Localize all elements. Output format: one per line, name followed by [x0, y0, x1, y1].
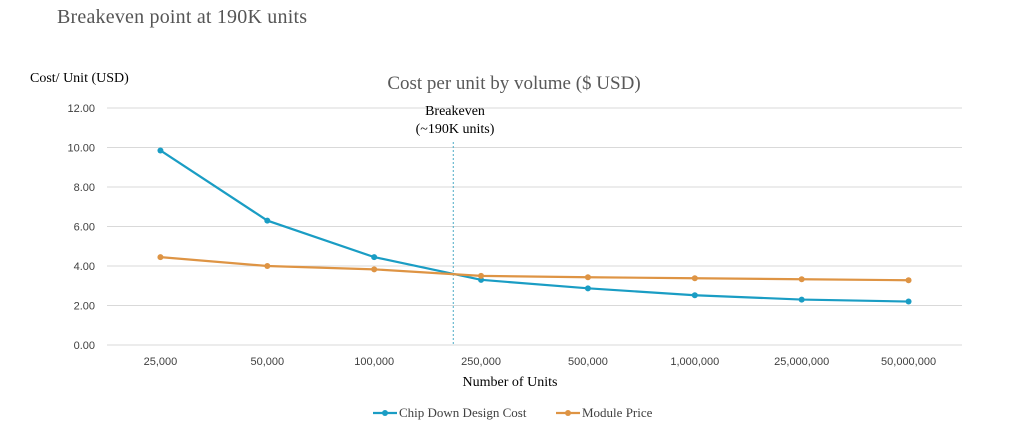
data-point-chip-down-design-cost: [905, 298, 912, 305]
y-tick-label: 10.00: [67, 143, 95, 155]
data-point-chip-down-design-cost: [371, 254, 378, 261]
data-point-module-price: [798, 276, 805, 283]
y-tick-label: 2.00: [74, 301, 95, 313]
y-axis-label: Cost/ Unit (USD): [30, 71, 129, 86]
y-tick-label: 6.00: [74, 222, 95, 234]
x-tick-label: 25,000: [144, 356, 178, 368]
legend: Chip Down Design Cost Module Price: [373, 405, 653, 420]
y-tick-label: 4.00: [74, 261, 95, 273]
legend-marker-chip-down-design-cost: [382, 410, 388, 416]
x-tick-label: 500,000: [568, 356, 608, 368]
data-point-chip-down-design-cost: [264, 217, 271, 224]
x-tick-label: 1,000,000: [670, 356, 719, 368]
legend-label-module-price: Module Price: [582, 405, 653, 420]
data-point-module-price: [478, 272, 485, 279]
legend-label-chip-down-design-cost: Chip Down Design Cost: [399, 405, 527, 420]
series-group: [157, 147, 912, 305]
chart-title: Cost per unit by volume ($ USD): [387, 73, 640, 94]
x-axis-label: Number of Units: [463, 375, 558, 390]
data-point-chip-down-design-cost: [798, 296, 805, 303]
breakeven-label-line1: Breakeven: [425, 104, 485, 119]
x-tick-label: 50,000: [250, 356, 284, 368]
y-tick-label: 0.00: [74, 340, 95, 352]
x-tick-labels: 25,000 50,000 100,000 250,000 500,000 1,000,0…: [144, 356, 936, 368]
data-point-module-price: [371, 266, 378, 273]
gridlines: [107, 107, 962, 346]
x-tick-label: 50,000,000: [881, 356, 936, 368]
data-point-chip-down-design-cost: [584, 285, 591, 292]
y-tick-labels: 0.00 2.00 4.00 6.00 8.00 10.00 12.00: [67, 103, 95, 352]
page-heading: Breakeven point at 190K units: [57, 6, 308, 28]
data-point-module-price: [691, 275, 698, 282]
series-line-module-price: [160, 256, 909, 282]
data-point-module-price: [264, 263, 271, 269]
x-tick-label: 25,000,000: [774, 356, 829, 368]
x-tick-label: 250,000: [461, 356, 501, 368]
data-point-module-price: [157, 254, 164, 261]
data-point-chip-down-design-cost: [157, 147, 164, 154]
data-point-module-price: [584, 274, 591, 281]
y-tick-label: 12.00: [67, 103, 95, 115]
series-line-chip-down-design-cost: [159, 149, 909, 303]
y-tick-label: 8.00: [74, 182, 95, 194]
data-point-chip-down-design-cost: [691, 292, 698, 299]
legend-marker-module-price: [565, 410, 571, 416]
x-tick-label: 100,000: [354, 356, 394, 368]
breakeven-label-line2: (~190K units): [416, 122, 495, 137]
data-point-module-price: [905, 277, 912, 284]
